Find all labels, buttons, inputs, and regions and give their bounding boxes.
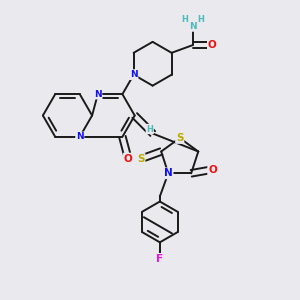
Text: N: N [76, 132, 84, 141]
Text: F: F [156, 254, 164, 264]
Text: N: N [189, 22, 196, 31]
Text: S: S [176, 133, 184, 143]
Text: N: N [130, 70, 137, 79]
Text: O: O [208, 165, 217, 175]
Text: N: N [94, 90, 102, 99]
Text: O: O [124, 154, 133, 164]
Text: H: H [198, 15, 205, 24]
Text: H: H [146, 124, 153, 134]
Text: S: S [137, 154, 145, 164]
Text: H: H [181, 15, 188, 24]
Text: N: N [130, 70, 137, 79]
Text: O: O [208, 40, 217, 50]
Text: N: N [164, 168, 173, 178]
